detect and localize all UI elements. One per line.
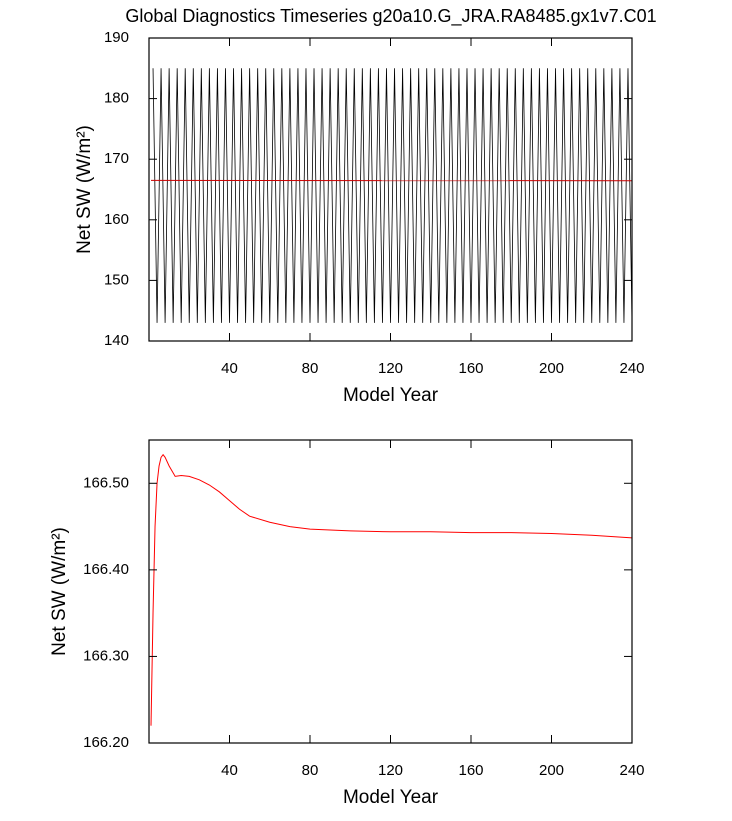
y-tick-label: 150 <box>104 271 129 288</box>
x-tick-label: 40 <box>221 762 238 779</box>
x-tick-label: 120 <box>378 762 403 779</box>
y-tick-label: 166.50 <box>83 474 129 491</box>
y-axis-title: Net SW (W/m²) <box>49 527 70 656</box>
x-tick-label: 80 <box>302 360 319 377</box>
x-axis-title: Model Year <box>343 787 439 808</box>
y-tick-label: 190 <box>104 29 129 46</box>
data-line <box>151 455 632 726</box>
x-tick-label: 40 <box>221 360 238 377</box>
x-tick-label: 240 <box>619 762 644 779</box>
y-tick-label: 166.30 <box>83 647 129 664</box>
x-tick-label: 240 <box>619 360 644 377</box>
plot-frame <box>149 440 632 743</box>
x-tick-label: 160 <box>458 762 483 779</box>
y-axis-title: Net SW (W/m²) <box>74 125 95 254</box>
x-tick-label: 120 <box>378 360 403 377</box>
y-tick-label: 140 <box>104 332 129 349</box>
y-tick-label: 166.20 <box>83 734 129 751</box>
y-tick-label: 166.40 <box>83 561 129 578</box>
x-tick-label: 200 <box>539 762 564 779</box>
x-axis-title: Model Year <box>343 385 439 406</box>
plot-frame <box>149 38 632 341</box>
y-tick-label: 170 <box>104 150 129 167</box>
y-tick-label: 160 <box>104 211 129 228</box>
x-tick-label: 160 <box>458 360 483 377</box>
chart-title: Global Diagnostics Timeseries g20a10.G_J… <box>125 6 656 27</box>
x-tick-label: 80 <box>302 762 319 779</box>
y-tick-label: 180 <box>104 90 129 107</box>
x-tick-label: 200 <box>539 360 564 377</box>
data-line <box>153 68 632 323</box>
